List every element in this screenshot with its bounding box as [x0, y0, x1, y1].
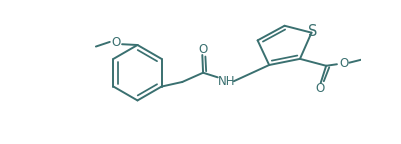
- Text: O: O: [338, 57, 348, 70]
- Text: O: O: [314, 82, 324, 95]
- Text: NH: NH: [218, 75, 235, 88]
- Text: O: O: [198, 43, 207, 56]
- Text: S: S: [308, 24, 317, 39]
- Text: O: O: [111, 36, 120, 49]
